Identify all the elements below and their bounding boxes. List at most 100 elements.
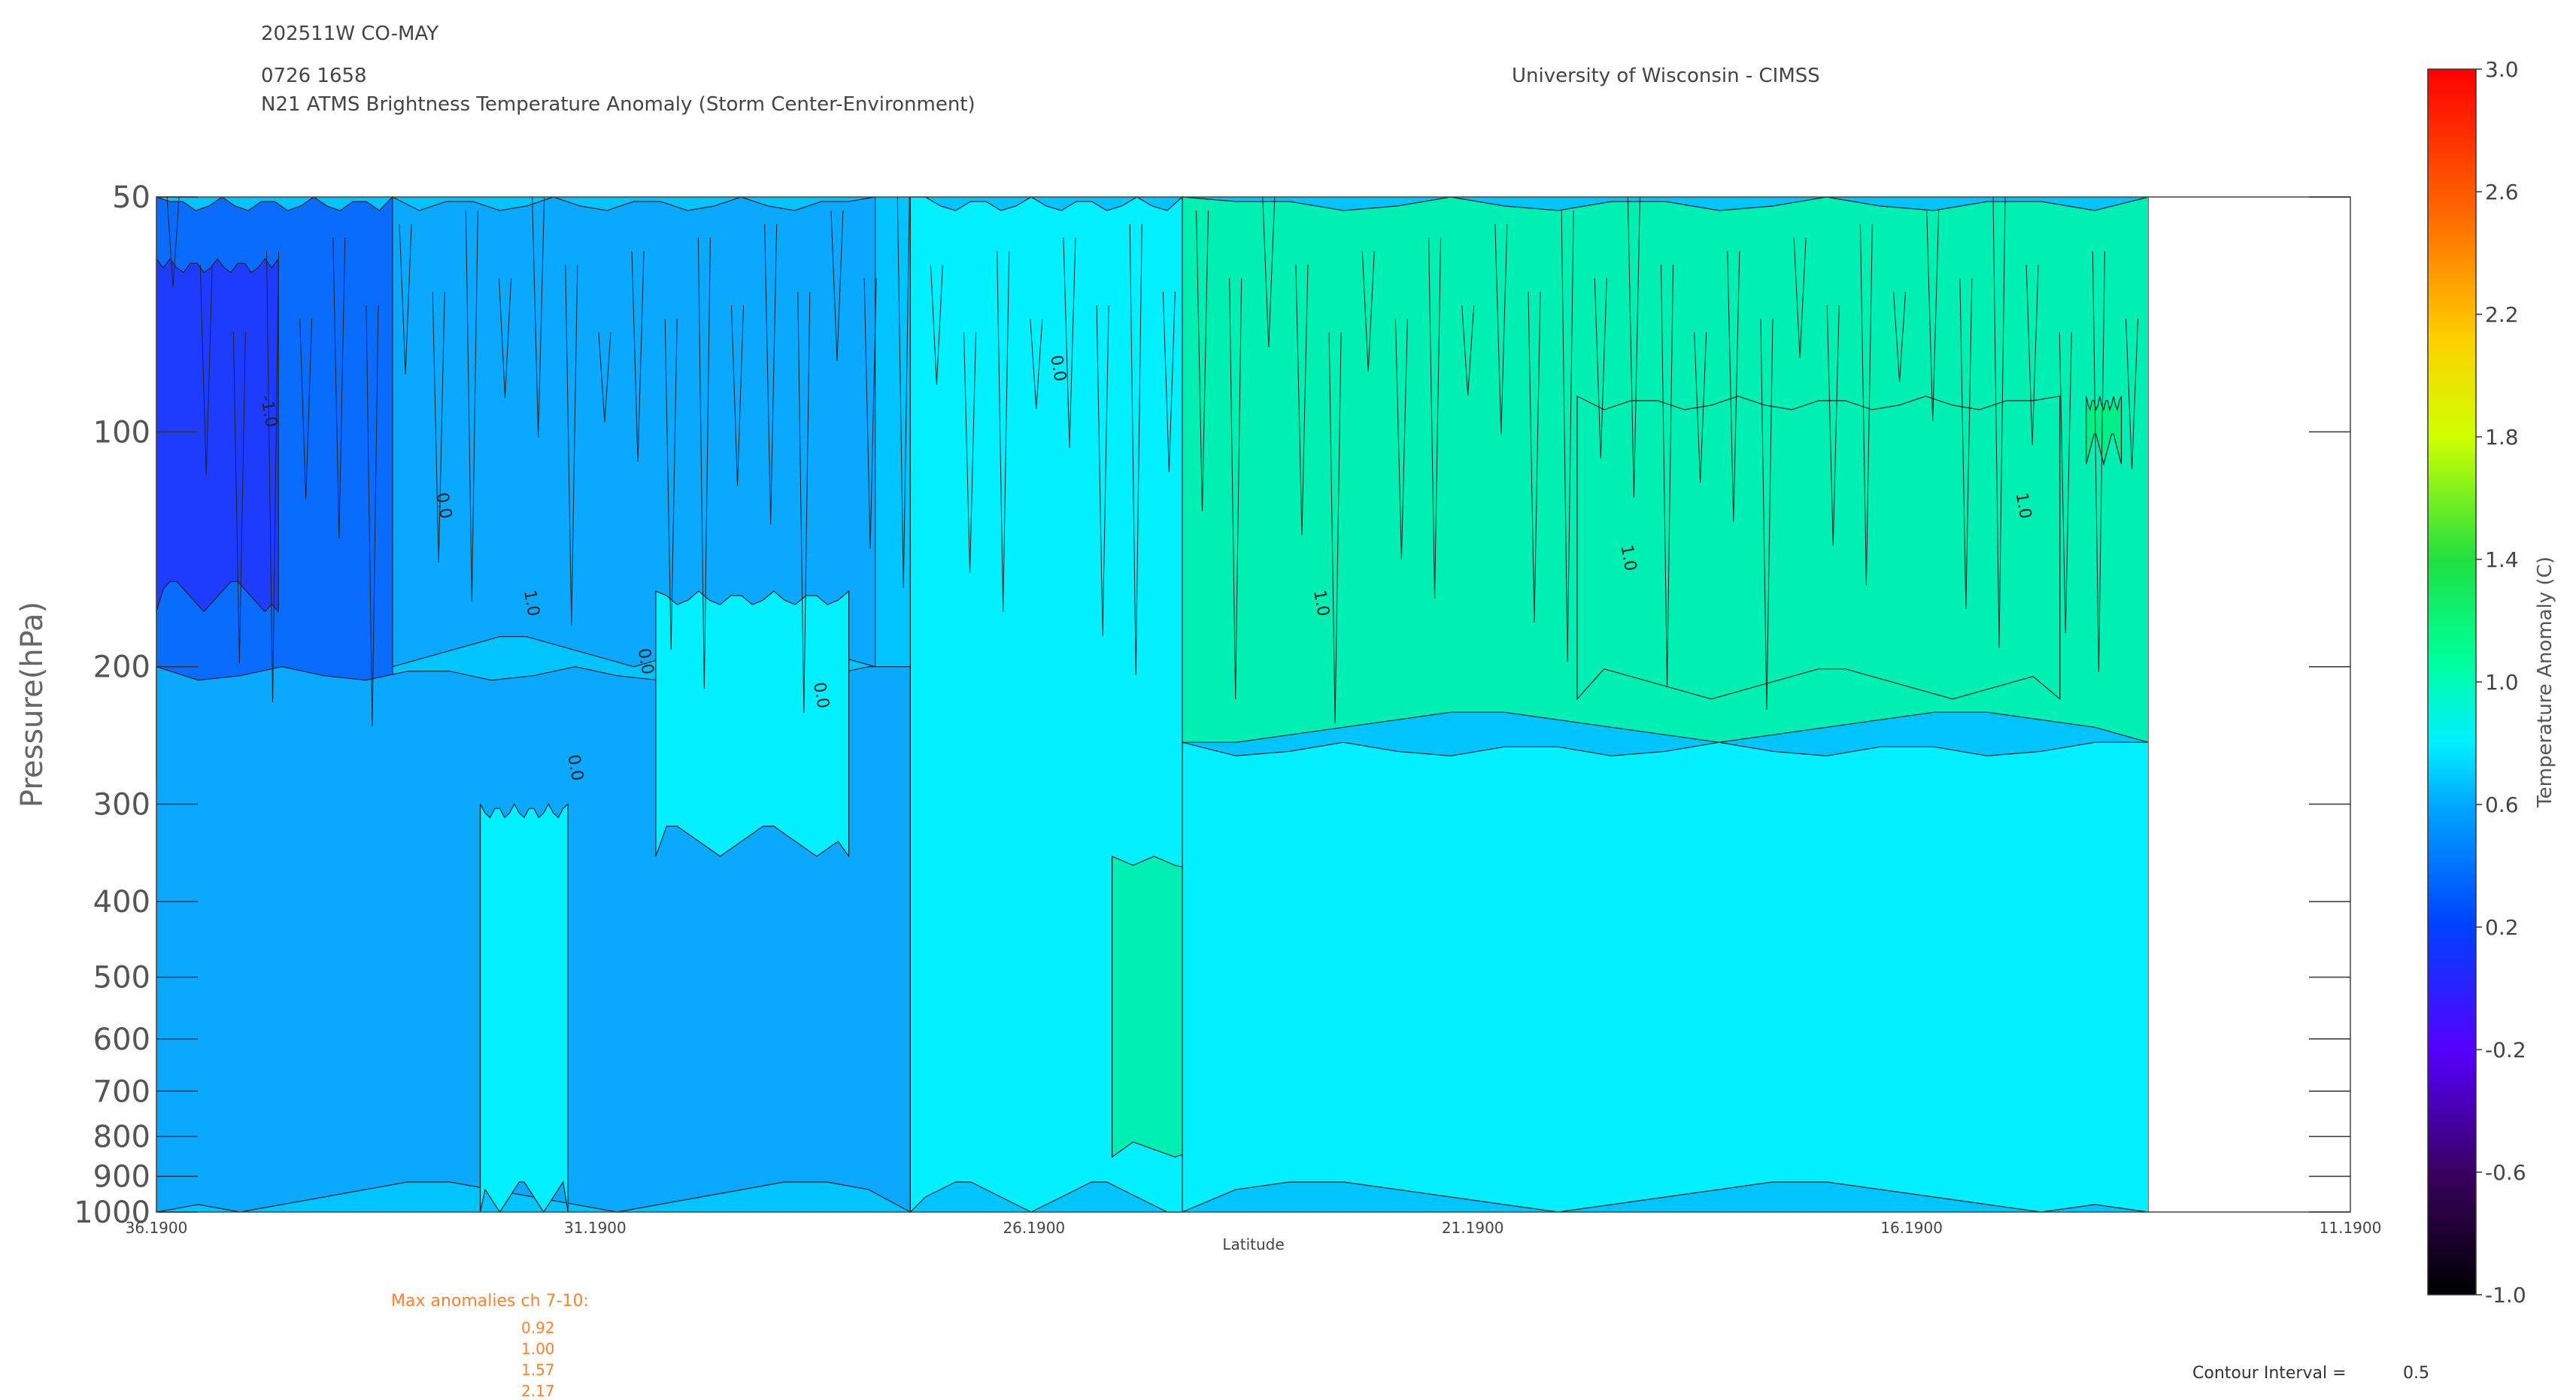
contour-spike	[1893, 291, 1907, 383]
y-tick-label: 200	[93, 650, 150, 685]
contour-region-10	[1182, 741, 2150, 1213]
contour-spike	[266, 250, 280, 703]
contour-label: 1.0	[2012, 491, 2035, 520]
max-anomaly-value: 2.17	[521, 1382, 555, 1400]
y-tick-label: 900	[93, 1160, 150, 1195]
contour-spike	[1361, 250, 1375, 372]
contour-spike	[731, 305, 745, 486]
colorbar-tick-label: 2.6	[2485, 180, 2519, 205]
contour-interval-label: Contour Interval =	[2192, 1364, 2347, 1383]
contour-spike	[299, 318, 313, 500]
colorbar-tick-label: -1.0	[2485, 1283, 2526, 1308]
contour-spike	[598, 332, 611, 423]
x-axis-label: Latitude	[1222, 1235, 1284, 1253]
contour-spike	[1727, 250, 1740, 523]
x-tick-label: 16.1900	[1880, 1219, 1943, 1237]
contour-spike	[2125, 318, 2139, 470]
contour-spike	[1162, 291, 1176, 473]
contour-spike	[1926, 210, 1940, 422]
x-tick-label: 21.1900	[1442, 1219, 1504, 1237]
contour-spike	[963, 332, 977, 574]
x-tick-label: 11.1900	[2320, 1219, 2382, 1237]
contour-label: 1.0	[1616, 544, 1640, 573]
contour-region-9	[1576, 395, 2061, 701]
contour-label: 0.0	[634, 647, 657, 676]
contour-spike	[1394, 318, 1408, 560]
contour-spike	[1826, 305, 1840, 547]
datetime: 0726 1658	[261, 65, 367, 87]
contour-spike	[1694, 332, 1707, 483]
max-anomaly-value: 1.57	[521, 1361, 555, 1379]
colorbar-tick-label: 1.4	[2485, 547, 2519, 572]
contour-spike	[1594, 277, 1607, 459]
colorbar-tick-label: 3.0	[2485, 57, 2519, 82]
contour-spike	[830, 210, 844, 362]
contour-spike	[565, 264, 578, 626]
contour-spike	[1096, 305, 1109, 637]
colorbar-tick-label: 2.2	[2485, 302, 2519, 327]
contour-spike	[1328, 332, 1342, 724]
contour-spike	[465, 210, 478, 602]
contour-label: 1.0	[1309, 589, 1333, 618]
contour-spike	[764, 223, 778, 526]
colorbar-tick-label: -0.2	[2485, 1038, 2526, 1062]
product-title: N21 ATMS Brightness Temperature Anomaly …	[261, 93, 975, 116]
contour-spike	[997, 250, 1010, 613]
contour-spike	[1030, 318, 1043, 410]
contour-region-4	[479, 803, 569, 1214]
contour-spike	[366, 305, 379, 727]
y-tick-label: 300	[93, 787, 150, 822]
contour-spike	[199, 264, 213, 476]
y-tick-label: 100	[93, 415, 150, 450]
contour-spike	[1959, 277, 1973, 610]
contour-spike	[499, 277, 512, 399]
contour-spike	[1196, 210, 1209, 512]
colorbar-label: Temperature Anomaly (C)	[2534, 556, 2556, 808]
contour-label: 0.0	[809, 680, 833, 710]
colorbar-tick-label: 0.2	[2485, 915, 2519, 940]
colorbar-tick-label: 0.6	[2485, 792, 2519, 817]
contour-interval-value: 0.5	[2403, 1364, 2429, 1383]
contour-spike	[1461, 305, 1475, 396]
colorbar: 3.0 2.6 2.2 1.8 1.4 1.0 0.6 0.2 -0.2 -0.6 -1.0 Temp…	[2427, 57, 2556, 1308]
contour-spike	[332, 237, 346, 539]
contour-spike	[532, 196, 545, 438]
y-tick-label: 400	[93, 885, 150, 920]
storm-id: 202511W CO-MAY	[261, 23, 439, 45]
contour-spike	[1561, 210, 1574, 662]
contour-region-2	[392, 196, 876, 668]
y-tick-label: 700	[93, 1074, 150, 1109]
plot-frame	[156, 196, 2351, 1213]
x-tick-label: 31.1900	[564, 1219, 627, 1237]
y-tick-label: 600	[93, 1023, 150, 1057]
y-tick-label: 1000	[74, 1195, 150, 1230]
contour-spike	[1661, 264, 1674, 686]
y-tick-label: 800	[93, 1120, 150, 1154]
no-data-area	[2148, 197, 2350, 1212]
contour-region-5	[655, 589, 850, 858]
contour-spike	[1992, 196, 2006, 649]
contour-spike	[2092, 250, 2105, 673]
contour-spike	[697, 237, 711, 689]
contour-spike	[2059, 332, 2072, 634]
institution: University of Wisconsin - CIMSS	[1512, 65, 1820, 87]
contour-spike	[1627, 196, 1640, 498]
contour-label: 0.0	[563, 753, 587, 783]
y-tick-label: 500	[93, 961, 150, 995]
contour-fill-layer	[156, 195, 2350, 1214]
contour-spike	[1528, 291, 1541, 623]
colorbar-tick-label: 1.0	[2485, 670, 2519, 695]
contour-spike	[399, 223, 412, 375]
contour-label: 0.0	[432, 491, 455, 520]
contour-spike	[1793, 237, 1807, 359]
contour-spike	[863, 277, 877, 550]
contour-spike	[2025, 264, 2039, 446]
x-tick-label: 26.1900	[1003, 1219, 1065, 1237]
contour-spike	[1295, 264, 1309, 536]
contour-spike	[664, 318, 678, 650]
contour-region-1	[156, 257, 279, 614]
colorbar-gradient	[2427, 68, 2477, 1295]
y-axis-label: Pressure(hPa)	[15, 602, 50, 808]
